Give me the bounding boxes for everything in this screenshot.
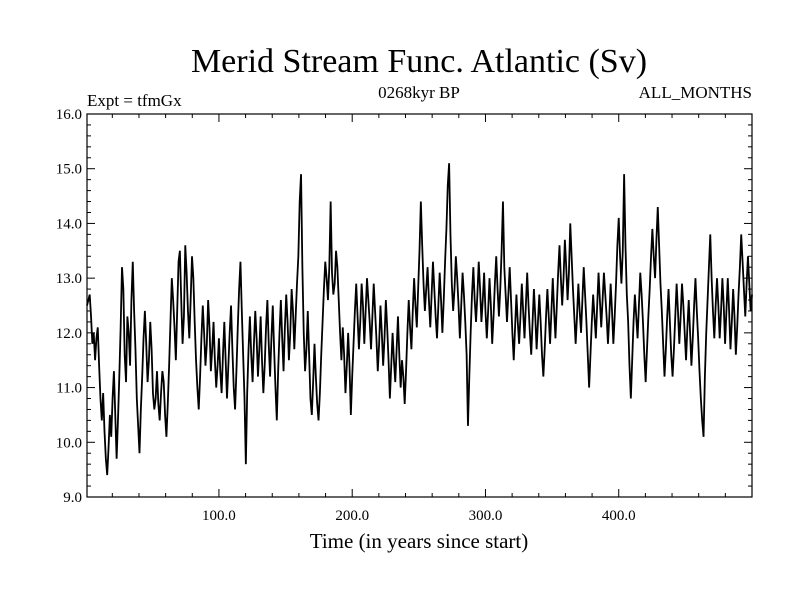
y-tick-label: 9.0 bbox=[63, 490, 82, 506]
months-label: ALL_MONTHS bbox=[639, 83, 752, 102]
experiment-label: Expt = tfmGx bbox=[87, 91, 182, 110]
x-tick-label: 300.0 bbox=[469, 508, 503, 524]
plot-frame bbox=[86, 113, 753, 498]
period-label: 0268kyr BP bbox=[378, 83, 460, 102]
y-tick-label: 13.0 bbox=[56, 271, 82, 287]
axis-ticks bbox=[87, 113, 752, 498]
y-tick-label: 10.0 bbox=[56, 435, 82, 451]
y-tick-label: 14.0 bbox=[56, 216, 82, 232]
series-layer bbox=[86, 163, 753, 476]
x-tick-label: 100.0 bbox=[202, 508, 236, 524]
x-tick-label: 400.0 bbox=[602, 508, 636, 524]
y-tick-label: 16.0 bbox=[56, 107, 82, 123]
y-tick-label: 12.0 bbox=[56, 326, 82, 342]
y-tick-labels: 9.0 10.0 11.0 12.0 13.0 14.0 15.0 16.0 bbox=[56, 107, 82, 506]
y-tick-label: 11.0 bbox=[56, 381, 82, 397]
y-tick-label: 15.0 bbox=[56, 162, 82, 178]
x-axis-label: Time (in years since start) bbox=[310, 529, 529, 553]
series-line bbox=[86, 163, 753, 476]
chart-title: Merid Stream Func. Atlantic (Sv) bbox=[191, 43, 647, 80]
x-tick-labels: 100.0 200.0 300.0 400.0 bbox=[202, 508, 636, 524]
x-tick-label: 200.0 bbox=[335, 508, 369, 524]
